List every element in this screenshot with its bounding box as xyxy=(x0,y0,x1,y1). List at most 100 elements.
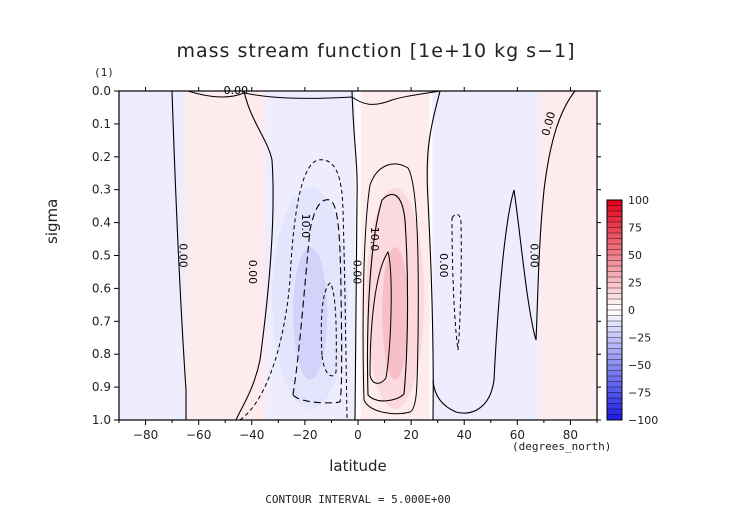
colorbar-band xyxy=(607,211,622,217)
neg-contour-15 xyxy=(320,282,337,377)
colorbar-band xyxy=(607,321,622,327)
plot-area xyxy=(119,91,597,420)
colorbar-band xyxy=(607,293,622,300)
pos-contour-5 xyxy=(362,163,419,415)
y-tick-label: 0.1 xyxy=(92,117,111,131)
colorbar-band xyxy=(607,282,622,289)
x-tick-label: 60 xyxy=(510,428,525,442)
inner-core-southern-hadley-cell xyxy=(293,247,328,380)
y-tick-label: 0.6 xyxy=(92,281,111,295)
contour-label: 0.00 xyxy=(437,253,450,278)
colorbar-frame xyxy=(606,199,623,421)
colorbar-band xyxy=(607,348,622,355)
region-northern-ferrel-cell xyxy=(432,91,539,420)
colorbar-band xyxy=(607,200,622,206)
colorbar-band xyxy=(607,244,622,250)
colorbar-band xyxy=(607,310,622,316)
contour-interval-note: CONTOUR INTERVAL = 5.000E+00 xyxy=(265,493,451,506)
colorbar-tick-label: −75 xyxy=(628,387,651,400)
region-southern-ferrel-cell xyxy=(185,91,266,420)
contour-label: 10.0 xyxy=(368,227,381,252)
colorbar-band xyxy=(607,299,622,305)
y-tick-label: 0.3 xyxy=(92,183,111,197)
colorbar-tick-label: 0 xyxy=(628,304,635,317)
zero-contour-top-ripple xyxy=(187,91,441,105)
colorbar-tick-label: 75 xyxy=(628,222,642,235)
neg-contour-north-small xyxy=(451,213,462,351)
x-tick-label: 0 xyxy=(354,428,362,442)
colorbar-tick-label: −100 xyxy=(628,414,658,427)
colorbar-band xyxy=(607,343,622,349)
neg-contour-10 xyxy=(292,199,343,404)
colorbar-band xyxy=(607,238,622,245)
y-tick-label: 0.5 xyxy=(92,249,111,263)
colorbar-band xyxy=(607,271,622,278)
zero-contour-north-ferrel xyxy=(432,91,576,414)
y-tick-label: 1.0 xyxy=(92,413,111,427)
colorbar-band xyxy=(607,337,622,344)
contour-label: 10.0 xyxy=(299,214,312,239)
x-tick-label: −60 xyxy=(186,428,211,442)
chart-title: mass stream function [1e+10 kg s−1] xyxy=(176,40,576,62)
colorbar-band xyxy=(607,266,622,272)
contour-label: 0.00 xyxy=(246,260,259,285)
colorbar-band xyxy=(607,409,622,415)
region-south-polar-cell xyxy=(119,91,186,420)
colorbar-band xyxy=(607,332,622,338)
x-tick-label: 40 xyxy=(457,428,472,442)
y-axis-unit: (1) xyxy=(94,66,114,79)
colorbar-tick-label: 100 xyxy=(628,194,649,207)
zero-contour-equator xyxy=(351,91,358,420)
axes: −80 −60 −40 −20 0 20 40 60 80 0.0 0.1 0.2 0.3 0.4 0.5 0… xyxy=(92,84,601,442)
x-axis-unit: (degrees_north) xyxy=(512,440,612,453)
colorbar-band xyxy=(607,288,622,294)
colorbar-band xyxy=(607,392,622,399)
contour-label: 0.00 xyxy=(539,110,558,137)
y-tick-label: 0.4 xyxy=(92,216,111,230)
y-tick-label: 0.2 xyxy=(92,150,111,164)
neg-contour-5 xyxy=(239,159,348,420)
colorbar-band xyxy=(607,365,622,371)
zero-contour-south-polar xyxy=(171,91,187,420)
colorbar-tick-label: −50 xyxy=(628,359,651,372)
colorbar-band xyxy=(607,222,622,228)
pos-contour-10 xyxy=(366,194,409,402)
colorbar-band xyxy=(607,304,622,311)
x-tick-label: −80 xyxy=(133,428,158,442)
pos-contour-15 xyxy=(369,250,392,384)
contour-lines xyxy=(171,91,576,420)
zero-contour-north-subtropic xyxy=(426,91,441,420)
colorbar: 100 75 50 25 0 −25 −50 −75 −100 xyxy=(606,194,658,427)
x-tick-label: 80 xyxy=(563,428,578,442)
colorbar-band xyxy=(607,387,622,393)
colorbar-band xyxy=(607,227,622,234)
y-tick-label: 0.7 xyxy=(92,314,111,328)
x-tick-label: −20 xyxy=(292,428,317,442)
colorbar-band xyxy=(607,205,622,212)
contour-label: 0.00 xyxy=(177,243,190,268)
colorbar-band xyxy=(607,233,622,239)
colorbar-band xyxy=(607,370,622,377)
zero-contour-southern-ferrel xyxy=(235,91,274,420)
contour-label: 0.00 xyxy=(527,243,540,268)
y-tick-label: 0.0 xyxy=(92,84,111,98)
colorbar-band xyxy=(607,255,622,261)
x-tick-label: −40 xyxy=(239,428,264,442)
colorbar-tick-label: 25 xyxy=(628,277,642,290)
colorbar-band xyxy=(607,216,622,223)
colorbar-band xyxy=(607,403,622,410)
inner-core-northern-hadley-cell xyxy=(382,247,409,380)
y-tick-label: 0.8 xyxy=(92,347,111,361)
colorbar-band xyxy=(607,326,622,333)
colorbar-band xyxy=(607,315,622,322)
colorbar-band xyxy=(607,359,622,366)
y-tick-label: 0.9 xyxy=(92,380,111,394)
colorbar-band xyxy=(607,354,622,360)
colorbar-tick-label: −25 xyxy=(628,332,651,345)
colorbar-tick-label: 50 xyxy=(628,249,642,262)
colorbar-band xyxy=(607,414,622,421)
colorbar-band xyxy=(607,277,622,283)
colorbar-band xyxy=(607,381,622,388)
colorbar-band xyxy=(607,260,622,267)
